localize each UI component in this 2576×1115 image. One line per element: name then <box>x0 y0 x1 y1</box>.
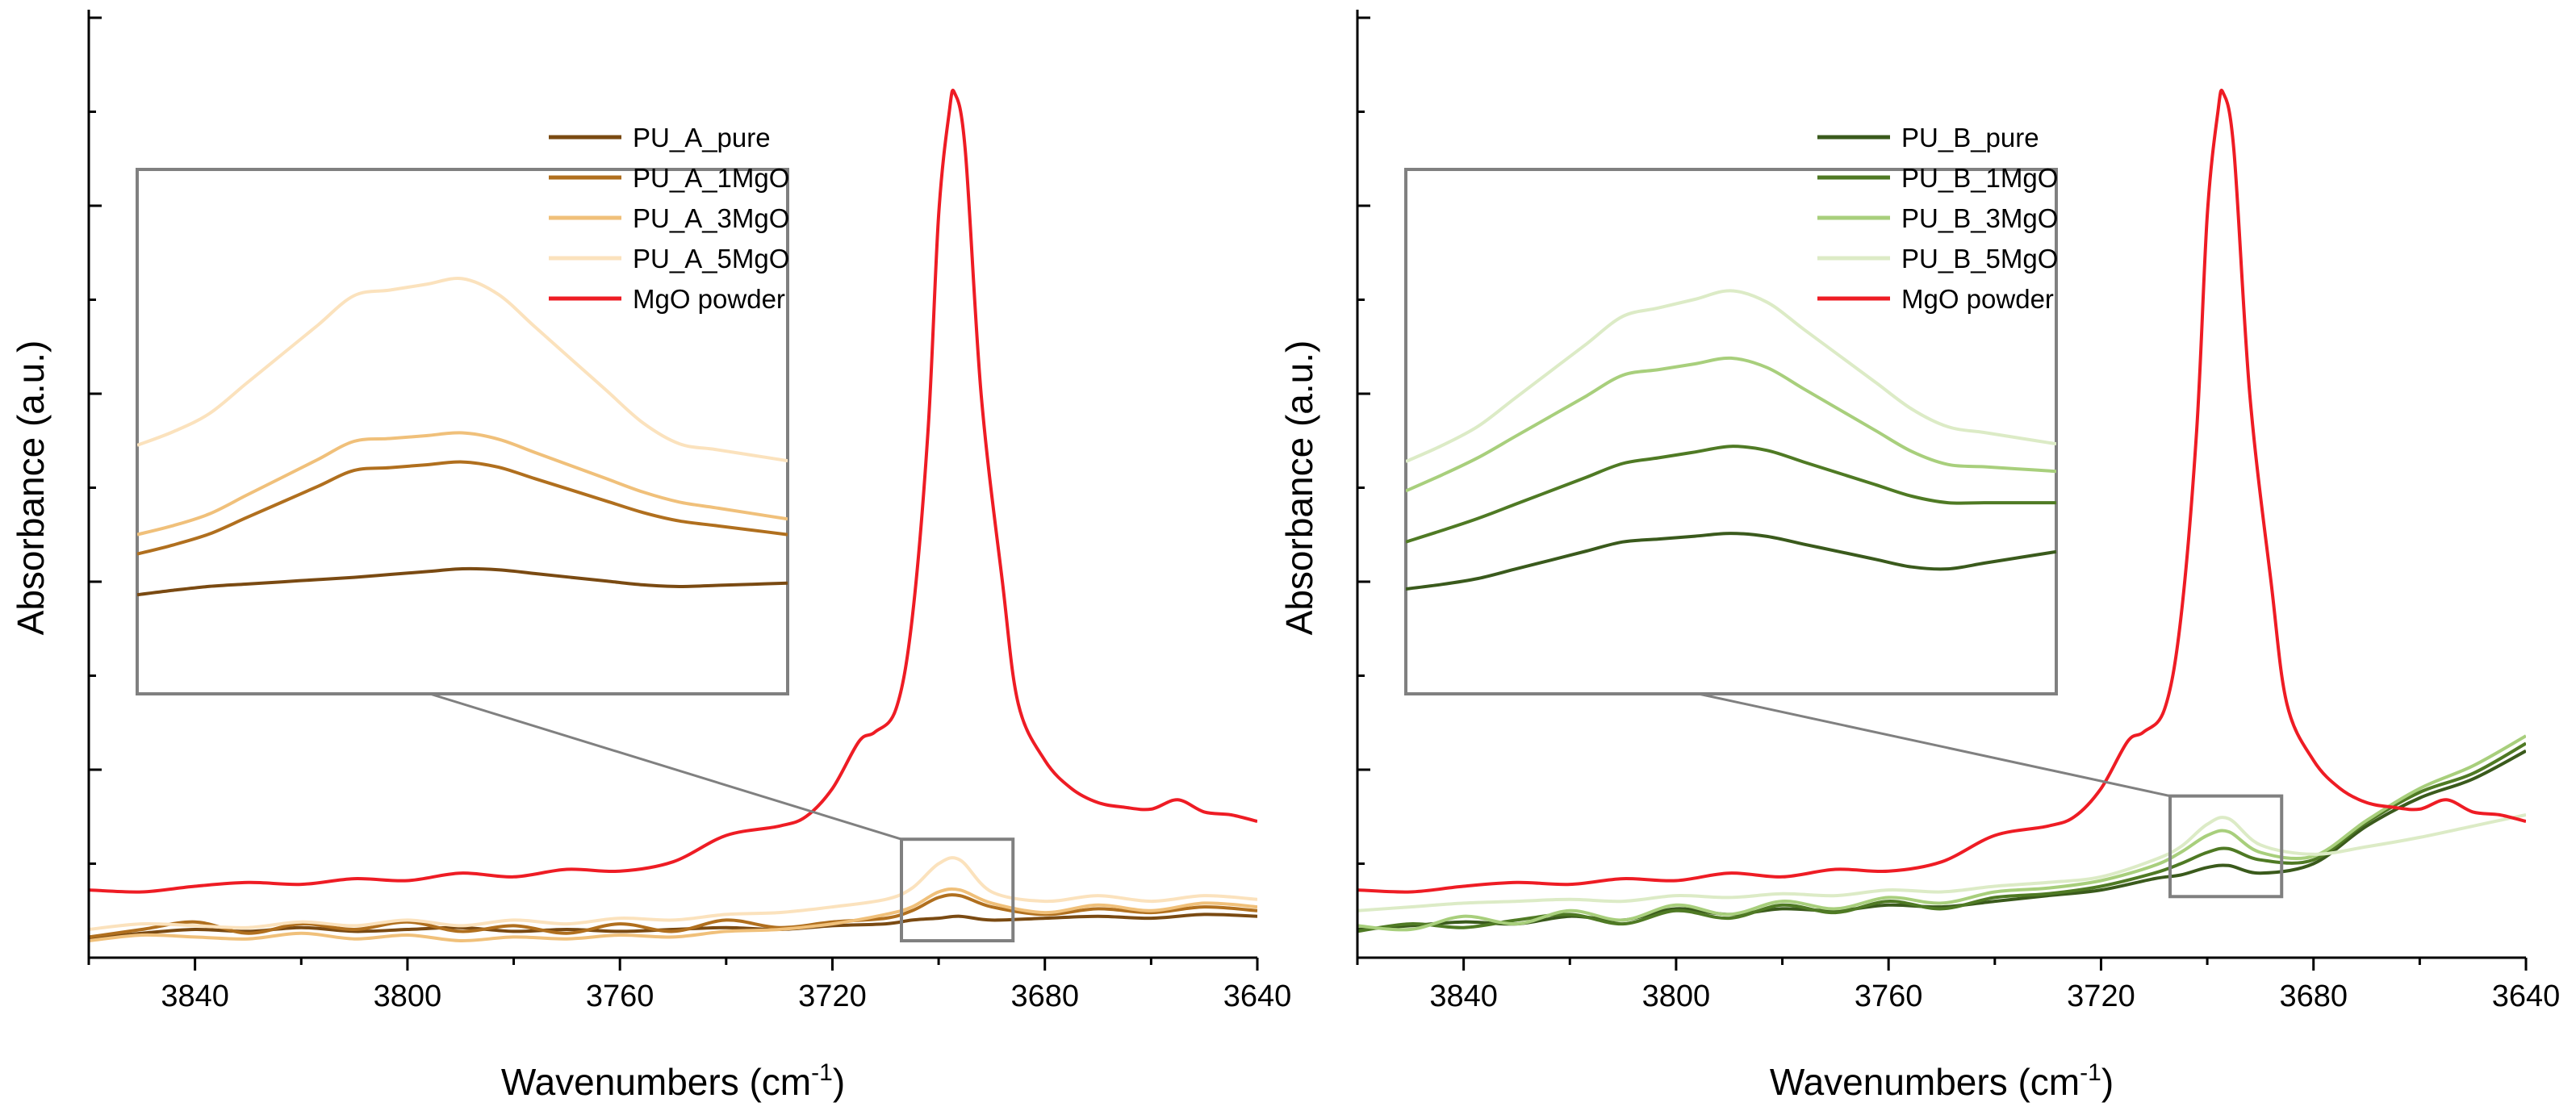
inset-frame <box>1404 168 2058 695</box>
legend-label-PU_A_3MgO: PU_A_3MgO <box>633 203 789 233</box>
series-line-MgO powder <box>1357 89 2526 894</box>
zoom-region-box <box>2168 794 2284 899</box>
x-tick-label: 3680 <box>1010 979 1079 1013</box>
series-line-PU_A_1MgO <box>89 893 1257 939</box>
inset-series-group <box>137 277 788 597</box>
series-line-PU_A_3MgO <box>89 887 1257 943</box>
chart-panel-left: 3840 3800 3760 3720 3680 3640 Wavenumbers (cm-… <box>10 10 1291 1103</box>
inset-series-line-PU_B_5MgO <box>1406 289 2056 463</box>
inset-series-group <box>1406 289 2056 591</box>
inset-series-line-PU_A_5MgO <box>137 277 788 463</box>
y-axis-title: Absorbance (a.u.) <box>1278 340 1320 636</box>
x-tick-label: 3760 <box>1855 979 1923 1013</box>
zoom-region-box <box>900 837 1015 943</box>
series-group <box>1357 89 2526 933</box>
legend-label-PU_B_1MgO: PU_B_1MgO <box>1901 163 2058 193</box>
series-line-MgO powder <box>89 89 1257 894</box>
legend-label-PU_B_pure: PU_B_pure <box>1901 123 2039 152</box>
series-line-PU_A_5MgO <box>89 856 1257 931</box>
legend-label-MgO powder: MgO powder <box>633 284 785 314</box>
legend-label-PU_B_3MgO: PU_B_3MgO <box>1901 203 2058 233</box>
series-line-PU_B_1MgO <box>1357 741 2526 933</box>
series-line-PU_A_pure <box>89 912 1257 941</box>
legend-label-PU_A_1MgO: PU_A_1MgO <box>633 163 789 193</box>
x-tick-label: 3680 <box>2279 979 2348 1013</box>
x-tick-label: 3840 <box>161 979 229 1013</box>
inset-series-line-PU_B_pure <box>1406 532 2056 591</box>
series-line-PU_B_5MgO <box>1357 812 2526 912</box>
series-line-PU_B_pure <box>1357 749 2526 931</box>
inset-series-line-PU_A_1MgO <box>137 460 788 556</box>
legend: PU_A_pure PU_A_1MgO PU_A_3MgO PU_A_5MgO MgO … <box>549 123 789 314</box>
x-tick-label: 3720 <box>2067 979 2135 1013</box>
legend-label-PU_B_5MgO: PU_B_5MgO <box>1901 244 2058 274</box>
x-tick-label: 3840 <box>1429 979 1498 1013</box>
inset-series-line-PU_A_3MgO <box>137 431 788 537</box>
legend-label-PU_A_5MgO: PU_A_5MgO <box>633 244 789 274</box>
x-axis-title: Wavenumbers (cm-1) <box>1770 1059 2114 1103</box>
x-tick-label: 3800 <box>1642 979 1711 1013</box>
zoom-connector-line <box>1698 692 2171 798</box>
zoom-connector-line <box>429 692 902 841</box>
inset-series-line-PU_B_3MgO <box>1406 356 2056 493</box>
legend: PU_B_pure PU_B_1MgO PU_B_3MgO PU_B_5MgO MgO … <box>1817 123 2058 314</box>
inset-series-line-PU_A_pure <box>137 566 788 597</box>
legend-label-PU_A_pure: PU_A_pure <box>633 123 771 152</box>
inset-series-line-PU_B_1MgO <box>1406 445 2056 544</box>
x-tick-label: 3640 <box>1223 979 1292 1013</box>
x-tick-label: 3800 <box>374 979 442 1013</box>
legend-label-MgO powder: MgO powder <box>1901 284 2054 314</box>
series-group <box>89 89 1257 943</box>
x-tick-label: 3640 <box>2492 979 2561 1013</box>
x-tick-label: 3760 <box>586 979 654 1013</box>
x-tick-label: 3720 <box>798 979 867 1013</box>
x-axis-title: Wavenumbers (cm-1) <box>501 1059 845 1103</box>
chart-panel-right: 3840 3800 3760 3720 3680 3640 Wavenumbers (cm-… <box>1278 10 2560 1103</box>
y-axis-title: Absorbance (a.u.) <box>10 340 52 636</box>
